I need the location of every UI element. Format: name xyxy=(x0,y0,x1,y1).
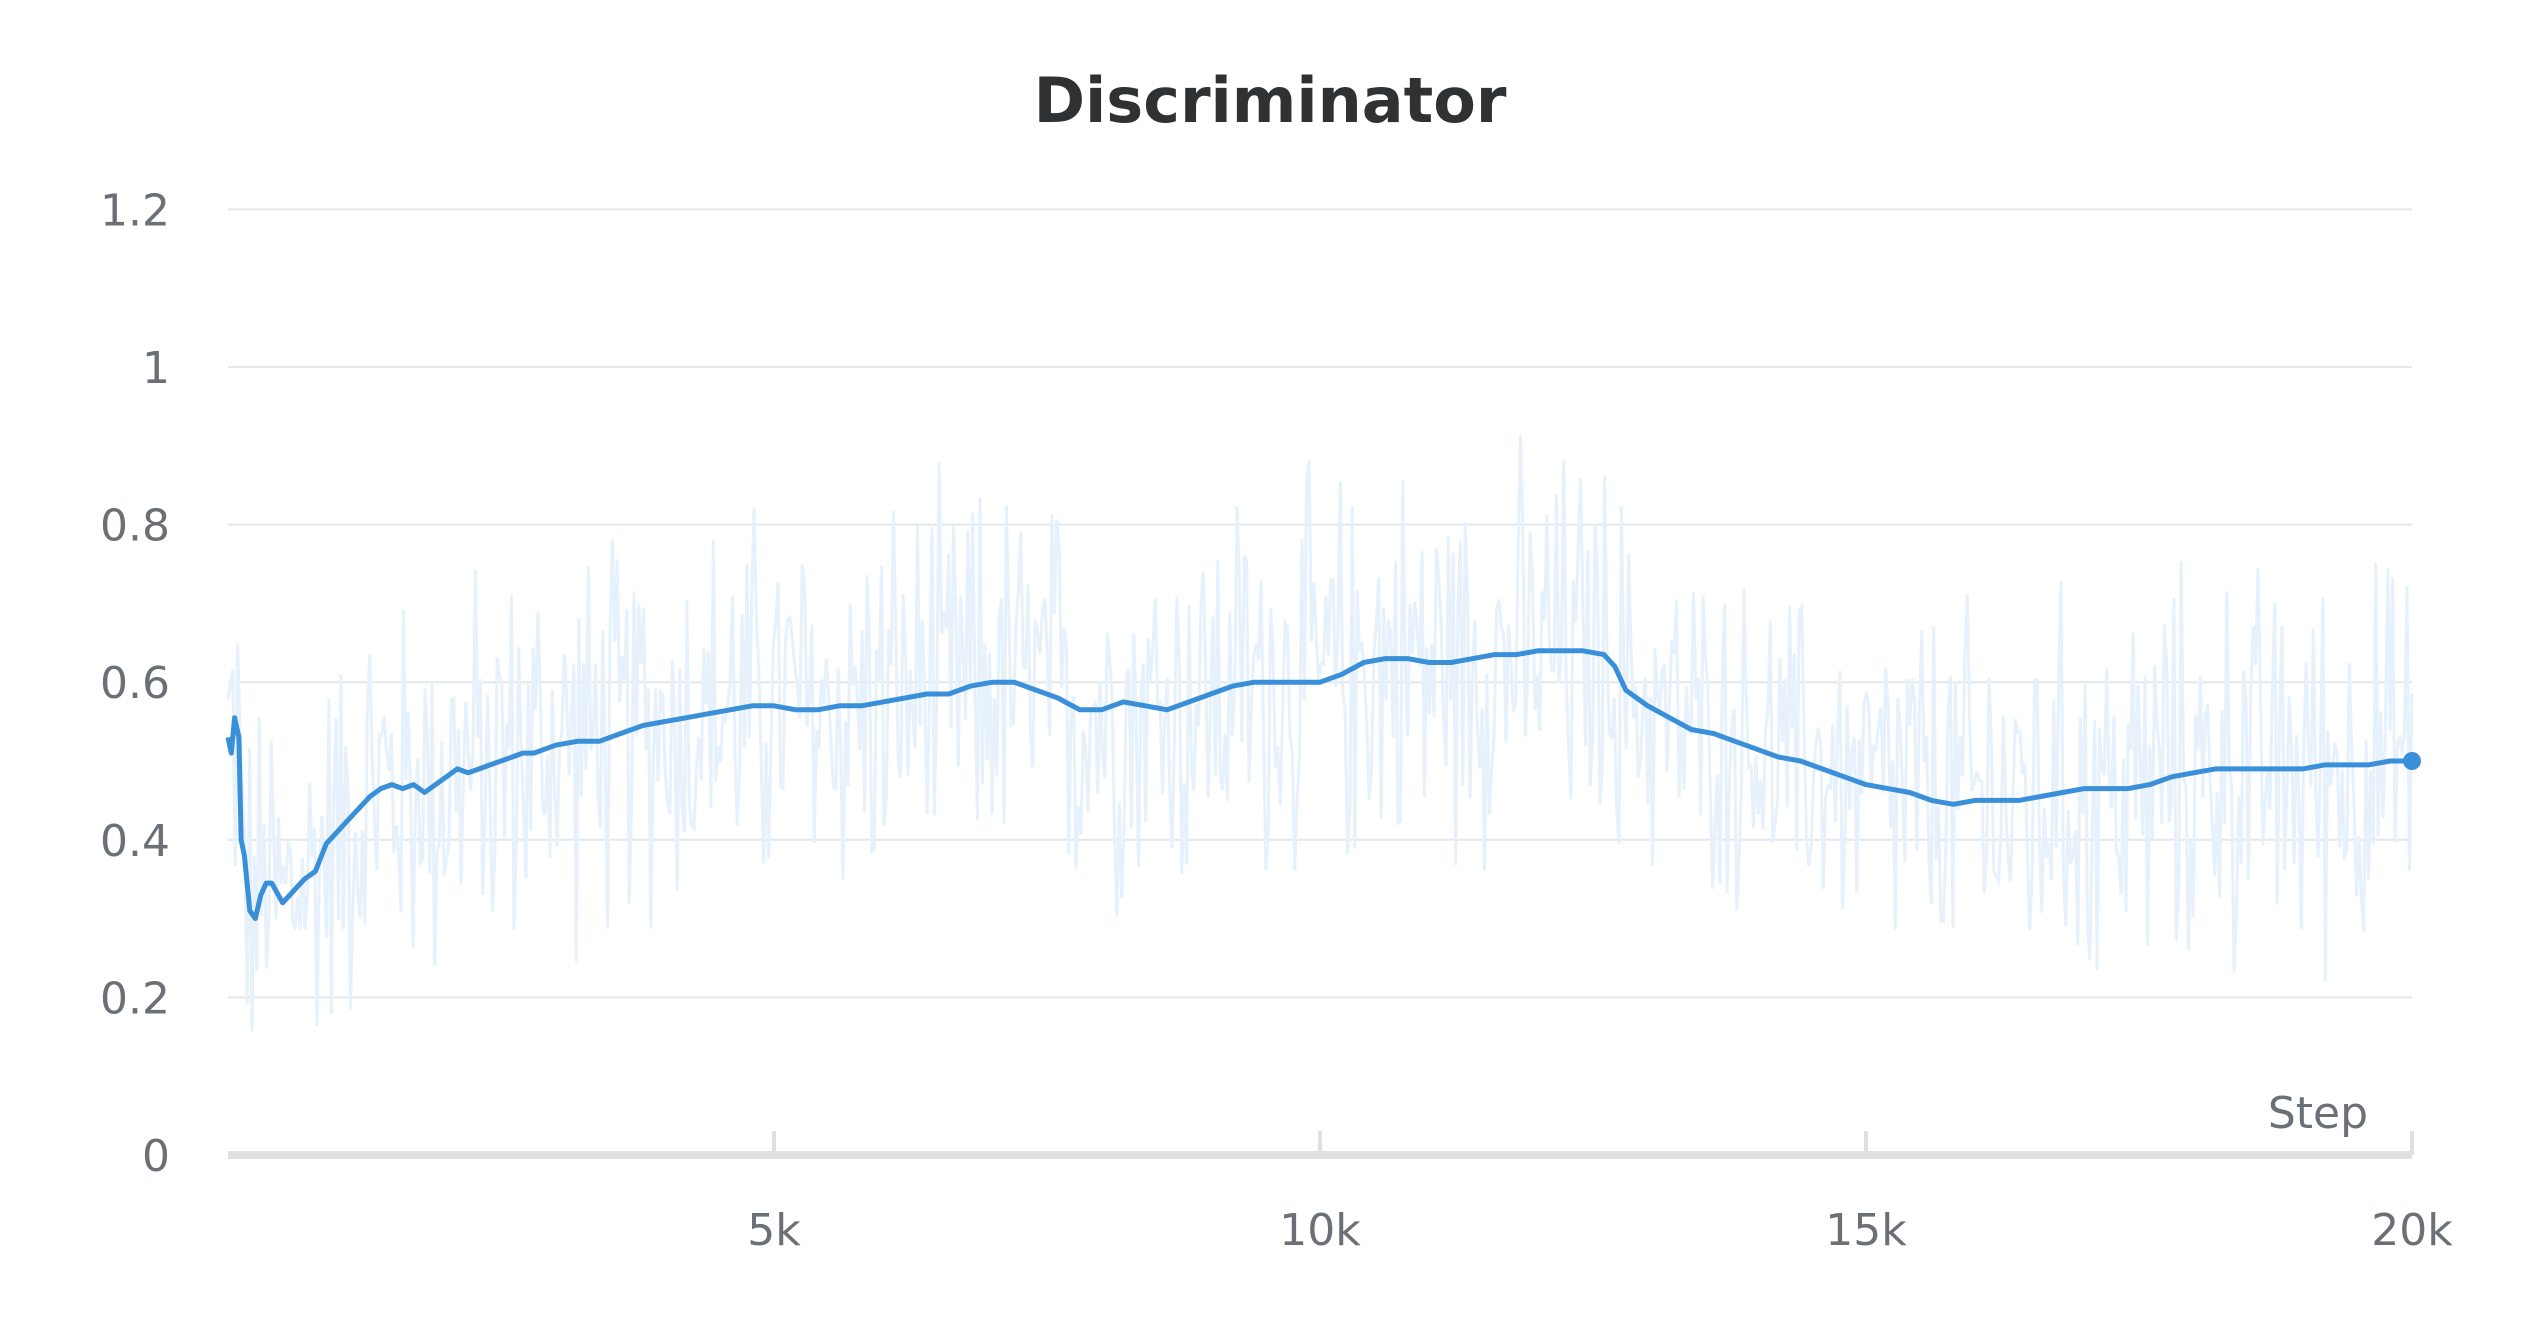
y-tick-label-1: 0.2 xyxy=(100,973,170,1024)
x-tick-label-3: 20k xyxy=(2371,1205,2453,1256)
smoothed-series-line xyxy=(225,648,2412,922)
chart-title: Discriminator xyxy=(1034,64,1507,137)
x-axis-ticks: 5k 10k 15k 20k xyxy=(747,1131,2453,1256)
grid-lines xyxy=(228,208,2412,999)
y-tick-label-0: 0 xyxy=(142,1131,170,1182)
series-end-marker xyxy=(2403,752,2421,770)
y-tick-label-6: 1.2 xyxy=(100,185,170,236)
x-tick-label-1: 10k xyxy=(1279,1205,1361,1256)
y-axis-ticks: 0 0.2 0.4 0.6 0.8 1 1.2 xyxy=(100,185,170,1182)
x-tick-label-2: 15k xyxy=(1825,1205,1907,1256)
y-tick-label-5: 1 xyxy=(142,343,170,394)
x-tick-label-0: 5k xyxy=(747,1205,801,1256)
y-tick-label-3: 0.6 xyxy=(100,658,170,709)
smoothed-series xyxy=(225,648,2421,922)
y-tick-label-4: 0.8 xyxy=(100,501,170,552)
y-tick-label-2: 0.4 xyxy=(100,816,170,867)
x-axis-label: Step xyxy=(2268,1088,2368,1139)
